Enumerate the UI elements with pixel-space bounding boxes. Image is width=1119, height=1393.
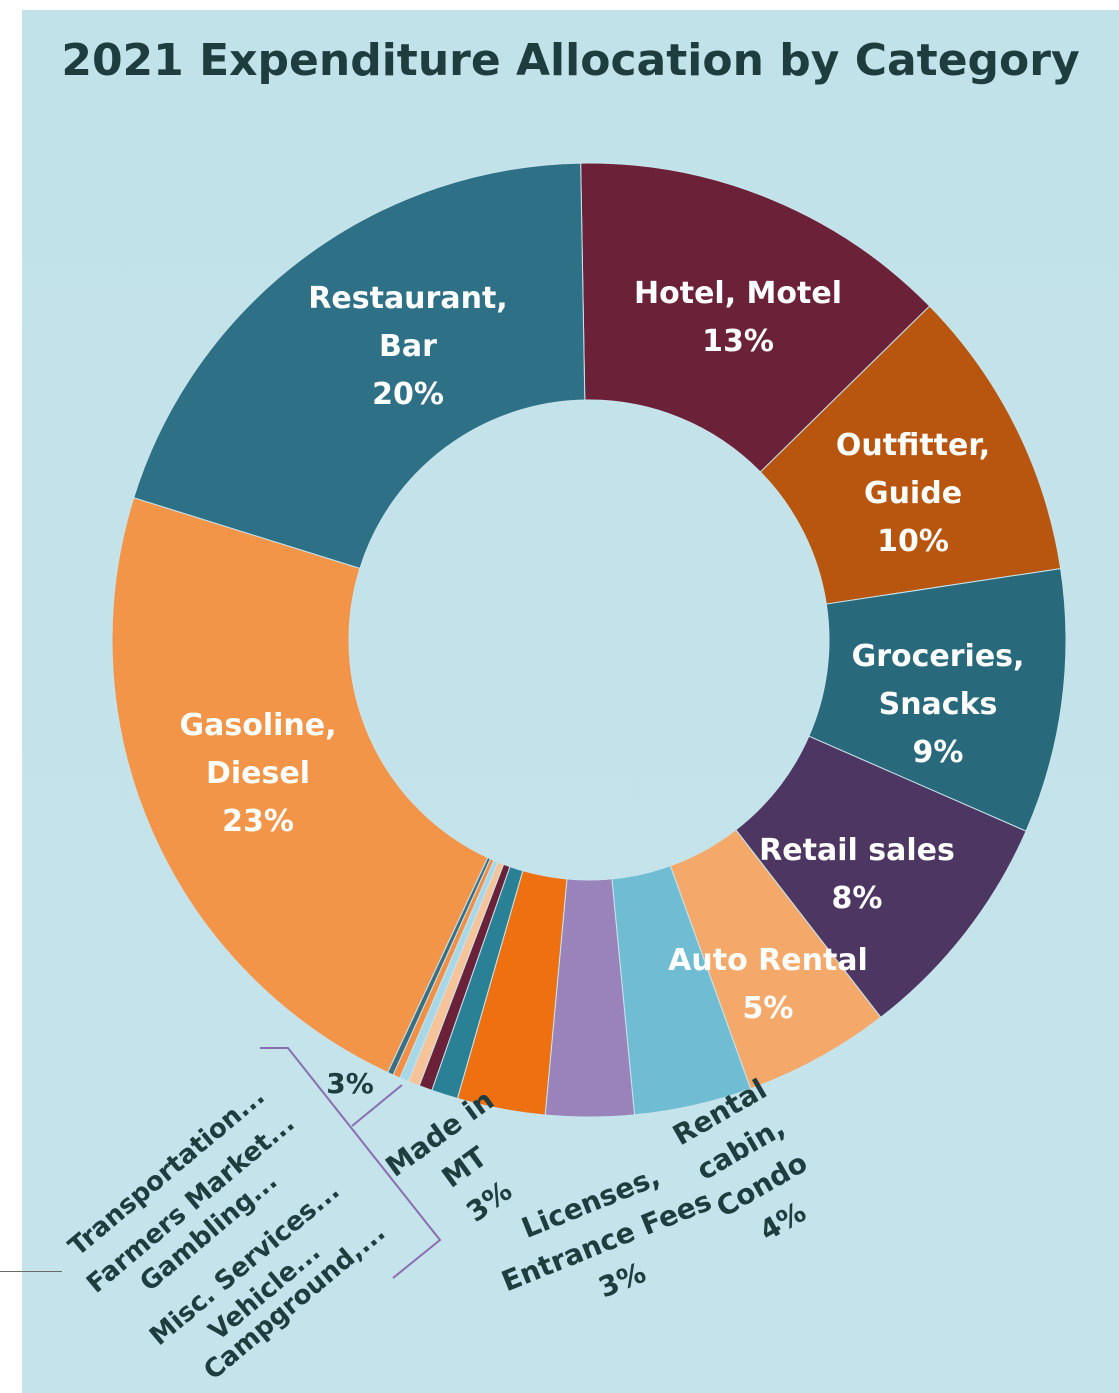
slice-label-auto-rental: Auto Rental 5% <box>668 943 868 1026</box>
chart-title: 2021 Expenditure Allocation by Category <box>22 26 1119 96</box>
divider-line <box>0 1271 62 1272</box>
slice-outfitter <box>759 305 1062 605</box>
slice-label-hotel-motel: Hotel, Motel 13% <box>634 276 842 359</box>
slice-label-outfitter: Outfitter, Guide 10% <box>836 428 990 559</box>
slice-label-retail-sales: Retail sales 8% <box>759 833 955 916</box>
group-percent-label: 3% <box>326 1067 374 1100</box>
slice-hotel-motel <box>580 162 931 473</box>
slices-group <box>111 162 1067 1118</box>
slice-label-groceries: Groceries, Snacks 9% <box>852 639 1025 770</box>
group-bracket <box>260 1047 442 1279</box>
small-slice-label-campground: Campground,... <box>198 1217 391 1386</box>
slice-gasoline <box>111 497 489 1074</box>
slice-label-licenses: Licenses,Entrance Fees3% <box>481 1145 732 1337</box>
slice-label-gasoline: Gasoline, Diesel 23% <box>179 708 336 839</box>
slice-label-restaurant: Restaurant, Bar 20% <box>308 281 507 412</box>
slice-restaurant <box>133 162 586 570</box>
chart-title-text: 2021 Expenditure Allocation by Category <box>61 35 1080 86</box>
